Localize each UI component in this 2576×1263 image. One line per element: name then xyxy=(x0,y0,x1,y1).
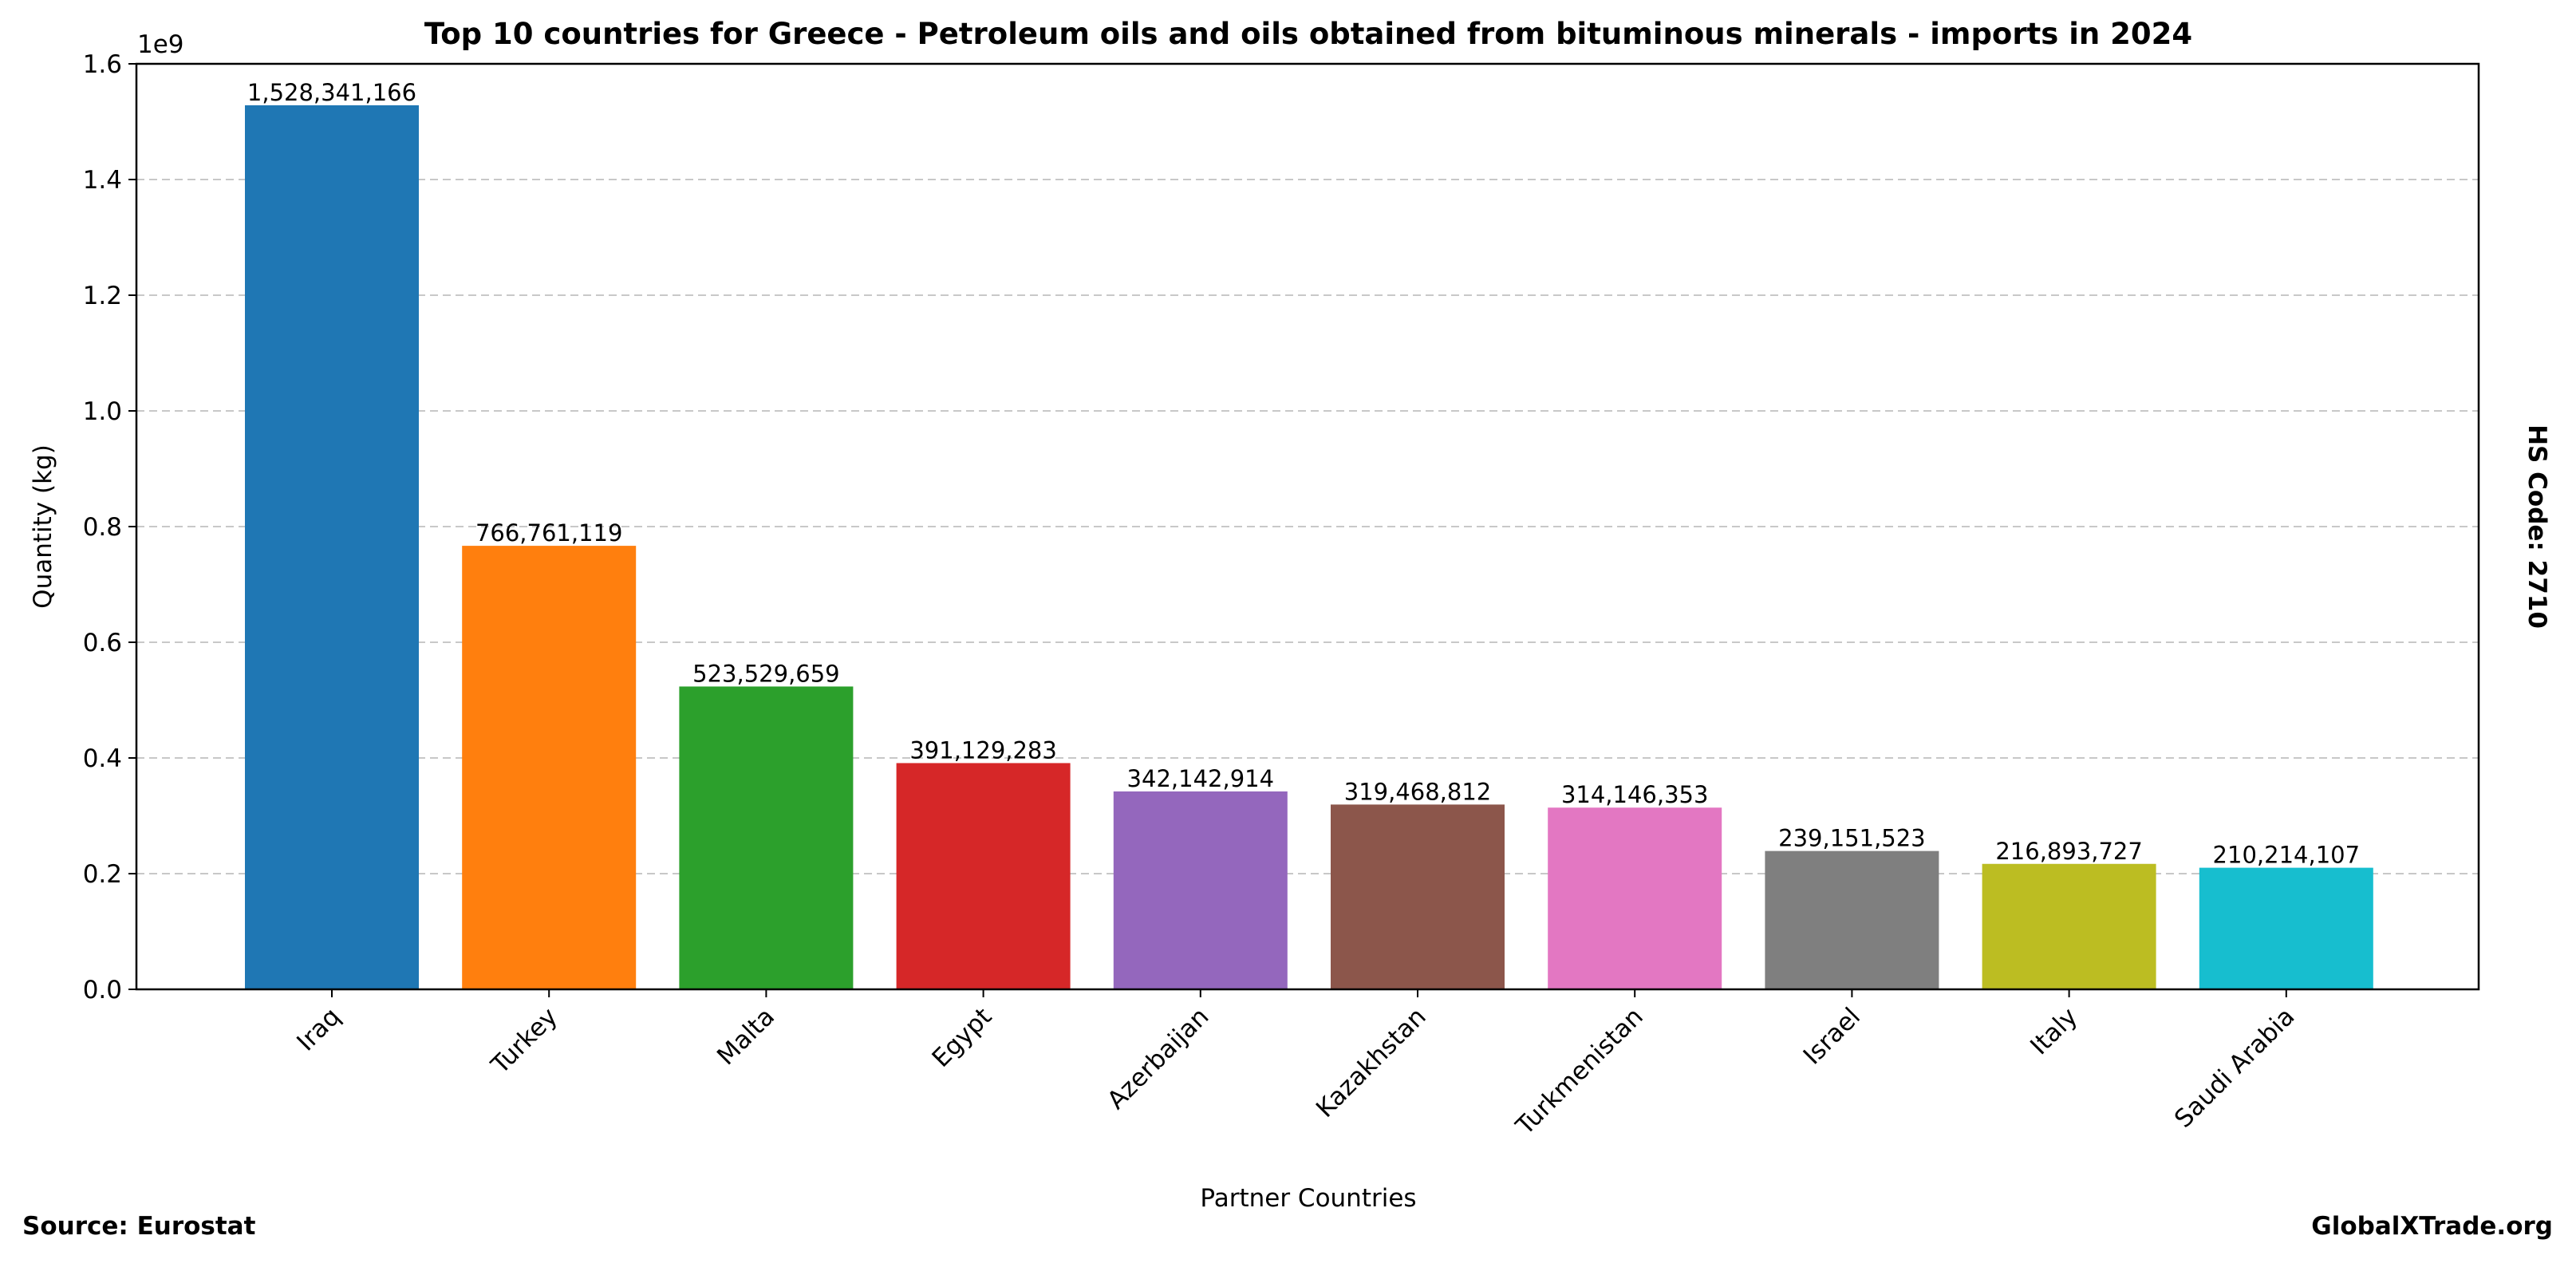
brand-label: GlobalXTrade.org xyxy=(2311,1212,2553,1241)
bar-kazakhstan xyxy=(1331,804,1505,989)
source-label: Source: Eurostat xyxy=(22,1212,256,1241)
x-tick-label: Malta xyxy=(712,1002,780,1071)
x-tick-label: Kazakhstan xyxy=(1311,1002,1432,1123)
x-tick-label: Egypt xyxy=(927,1002,998,1073)
bar-egypt xyxy=(896,763,1071,989)
y-tick-label: 1.0 xyxy=(83,397,122,426)
bar-value-label: 314,146,353 xyxy=(1561,781,1709,808)
bar-value-label: 1,528,341,166 xyxy=(247,79,416,106)
y-tick-label: 0.0 xyxy=(83,976,122,1004)
bar-malta xyxy=(679,686,854,989)
x-tick-label: Azerbaijan xyxy=(1102,1002,1214,1115)
x-tick-label: Israel xyxy=(1798,1002,1866,1070)
x-tick-label: Turkmenistan xyxy=(1510,1002,1649,1141)
bar-saudi-arabia xyxy=(2199,867,2373,989)
bar-value-label: 766,761,119 xyxy=(475,519,623,547)
bar-value-label: 210,214,107 xyxy=(2213,842,2361,869)
y-tick-label: 0.8 xyxy=(83,513,122,542)
bar-turkmenistan xyxy=(1548,807,1722,989)
bar-turkey xyxy=(462,546,637,989)
bar-value-label: 319,468,812 xyxy=(1344,778,1492,805)
y-tick-label: 0.4 xyxy=(83,744,122,773)
y-axis-ticks: 0.0 0.2 0.4 0.6 0.8 1.0 1.2 1.4 1.6 xyxy=(83,50,136,1004)
bar-value-label: 523,529,659 xyxy=(692,660,840,687)
bar-value-label: 216,893,727 xyxy=(1995,838,2143,865)
x-axis-label: Partner Countries xyxy=(1200,1184,1416,1213)
y-axis-label: Quantity (kg) xyxy=(29,444,57,609)
x-tick-label: Saudi Arabia xyxy=(2169,1002,2301,1134)
y-offset-label: 1e9 xyxy=(137,30,184,59)
y-tick-label: 1.2 xyxy=(83,282,122,310)
y-tick-label: 0.6 xyxy=(83,629,122,657)
hs-code-label: HS Code: 2710 xyxy=(2523,424,2551,629)
bar-value-label: 239,151,523 xyxy=(1778,825,1926,852)
x-axis-ticks: Iraq Turkey Malta Egypt Azerbaijan Kazakhstan… xyxy=(291,989,2300,1141)
bars: 1,528,341,166 766,761,119 523,529,659 391,1… xyxy=(245,79,2373,990)
plot-frame xyxy=(135,62,2480,991)
y-tick-label: 1.4 xyxy=(83,166,122,195)
y-tick-label: 0.2 xyxy=(83,860,122,889)
bar-israel xyxy=(1765,851,1939,989)
x-tick-label: Iraq xyxy=(291,1002,345,1056)
y-tick-label: 1.6 xyxy=(83,50,122,79)
bar-azerbaijan xyxy=(1113,791,1288,989)
bar-value-label: 391,129,283 xyxy=(909,736,1057,764)
bar-value-label: 342,142,914 xyxy=(1127,765,1275,792)
chart-title: Top 10 countries for Greece - Petroleum … xyxy=(424,17,2192,51)
x-tick-label: Italy xyxy=(2025,1002,2083,1060)
bar-italy xyxy=(1982,863,2156,989)
bar-iraq xyxy=(245,105,419,990)
x-tick-label: Turkey xyxy=(485,1002,563,1080)
